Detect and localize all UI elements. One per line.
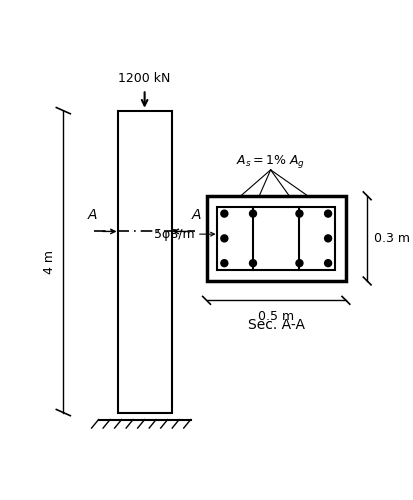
- Bar: [206, 196, 345, 281]
- Bar: [217, 206, 334, 270]
- Text: 1200 kN: 1200 kN: [118, 72, 171, 86]
- Text: 0.5 m: 0.5 m: [258, 310, 294, 323]
- Text: 5φ8/m: 5φ8/m: [154, 228, 195, 240]
- Circle shape: [249, 260, 256, 266]
- Bar: [117, 110, 171, 412]
- Text: 4 m: 4 m: [43, 250, 56, 274]
- Text: 0.3 m: 0.3 m: [373, 232, 409, 245]
- Circle shape: [221, 260, 227, 266]
- Circle shape: [249, 210, 256, 217]
- Text: A: A: [88, 208, 97, 222]
- Circle shape: [221, 235, 227, 242]
- Text: $A_s= 1\%\ A_g$: $A_s= 1\%\ A_g$: [235, 153, 304, 170]
- Circle shape: [324, 260, 331, 266]
- Circle shape: [221, 210, 227, 217]
- Circle shape: [295, 210, 302, 217]
- Text: A: A: [191, 208, 200, 222]
- Circle shape: [324, 235, 331, 242]
- Circle shape: [324, 210, 331, 217]
- Circle shape: [295, 260, 302, 266]
- Text: Sec. A-A: Sec. A-A: [247, 318, 304, 332]
